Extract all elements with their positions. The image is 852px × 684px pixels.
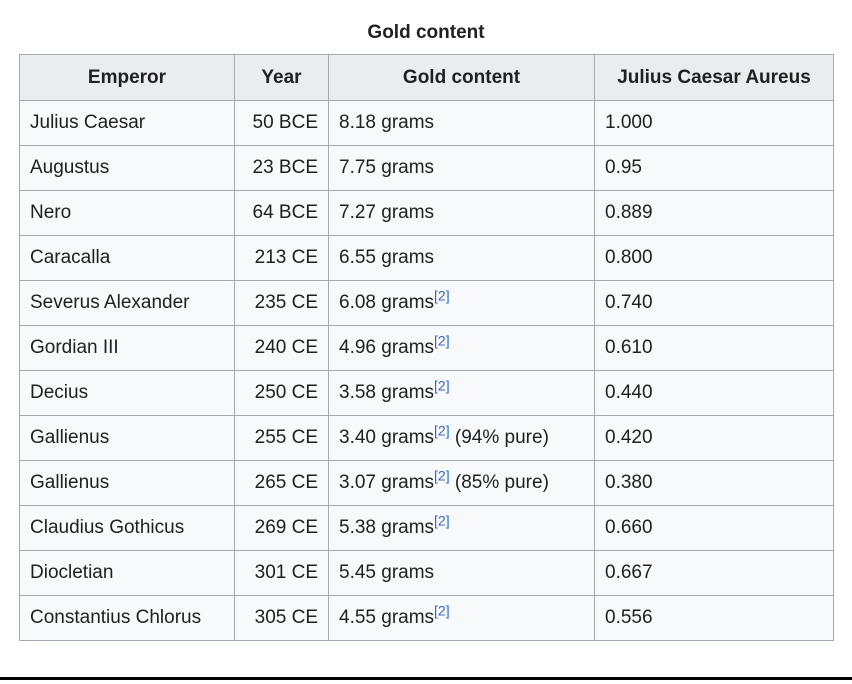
footnote-ref-link[interactable]: [2] <box>434 512 450 529</box>
aureus-cell: 0.610 <box>594 325 834 371</box>
year-cell: 235 CE <box>234 280 329 326</box>
emperor-cell: Gallienus <box>19 415 235 461</box>
gold-content-cell: 6.08 grams[2] <box>328 280 595 326</box>
year-cell: 50 BCE <box>234 100 329 146</box>
aureus-cell: 0.667 <box>594 550 834 596</box>
emperor-cell: Augustus <box>19 145 235 191</box>
emperor-cell: Caracalla <box>19 235 235 281</box>
table-row: Decius 250 CE 3.58 grams[2] 0.440 <box>19 370 834 416</box>
table-caption: Gold content <box>367 22 485 43</box>
year-cell: 305 CE <box>234 595 329 641</box>
footnote-ref-link[interactable]: [2] <box>434 332 450 349</box>
gold-content-cell: 5.38 grams[2] <box>328 505 595 551</box>
gold-content-cell: 8.18 grams <box>328 100 595 146</box>
aureus-cell: 1.000 <box>594 100 834 146</box>
gold-amount: 5.38 grams <box>339 517 435 538</box>
gold-content-cell: 3.58 grams[2] <box>328 370 595 416</box>
aureus-cell: 0.420 <box>594 415 834 461</box>
gold-content-cell: 7.27 grams <box>328 190 595 236</box>
footnote-ref-link[interactable]: [2] <box>434 467 450 484</box>
year-cell: 255 CE <box>234 415 329 461</box>
emperor-cell: Constantius Chlorus <box>19 595 235 641</box>
gold-content-table: Emperor Year Gold content Julius Caesar … <box>19 54 834 641</box>
aureus-cell: 0.660 <box>594 505 834 551</box>
aureus-cell: 0.440 <box>594 370 834 416</box>
emperor-cell: Nero <box>19 190 235 236</box>
gold-content-cell: 3.40 grams[2] (94% pure) <box>328 415 595 461</box>
emperor-cell: Claudius Gothicus <box>19 505 235 551</box>
gold-content-cell: 6.55 grams <box>328 235 595 281</box>
col-header-gold-content: Gold content <box>328 54 595 101</box>
year-cell: 265 CE <box>234 460 329 506</box>
bottom-divider <box>0 677 852 680</box>
table-row: Diocletian 301 CE 5.45 grams 0.667 <box>19 550 834 596</box>
aureus-cell: 0.556 <box>594 595 834 641</box>
gold-amount: 7.27 grams <box>339 202 435 223</box>
footnote-ref-link[interactable]: [2] <box>434 377 450 394</box>
gold-amount: 6.08 grams <box>339 292 435 313</box>
gold-amount: 4.55 grams <box>339 607 435 628</box>
year-cell: 213 CE <box>234 235 329 281</box>
aureus-cell: 0.889 <box>594 190 834 236</box>
gold-amount: 3.07 grams <box>339 472 435 493</box>
table-row: Severus Alexander 235 CE 6.08 grams[2] 0… <box>19 280 834 326</box>
table-row: Nero 64 BCE 7.27 grams 0.889 <box>19 190 834 236</box>
gold-amount: 6.55 grams <box>339 247 435 268</box>
table-row: Constantius Chlorus 305 CE 4.55 grams[2]… <box>19 595 834 641</box>
emperor-cell: Julius Caesar <box>19 100 235 146</box>
table-row: Gallienus 265 CE 3.07 grams[2] (85% pure… <box>19 460 834 506</box>
purity-note: (85% pure) <box>449 472 549 493</box>
gold-content-cell: 3.07 grams[2] (85% pure) <box>328 460 595 506</box>
emperor-cell: Decius <box>19 370 235 416</box>
col-header-emperor: Emperor <box>19 54 235 101</box>
page: Gold content Emperor Year Gold content J… <box>0 20 852 680</box>
gold-content-cell: 7.75 grams <box>328 145 595 191</box>
year-cell: 301 CE <box>234 550 329 596</box>
header-row: Emperor Year Gold content Julius Caesar … <box>19 54 834 101</box>
year-cell: 240 CE <box>234 325 329 371</box>
emperor-cell: Severus Alexander <box>19 280 235 326</box>
aureus-cell: 0.740 <box>594 280 834 326</box>
table-row: Claudius Gothicus 269 CE 5.38 grams[2] 0… <box>19 505 834 551</box>
gold-content-cell: 4.55 grams[2] <box>328 595 595 641</box>
emperor-cell: Diocletian <box>19 550 235 596</box>
footnote-ref-link[interactable]: [2] <box>434 422 450 439</box>
emperor-cell: Gallienus <box>19 460 235 506</box>
table-row: Gallienus 255 CE 3.40 grams[2] (94% pure… <box>19 415 834 461</box>
gold-amount: 5.45 grams <box>339 562 435 583</box>
table-row: Augustus 23 BCE 7.75 grams 0.95 <box>19 145 834 191</box>
year-cell: 23 BCE <box>234 145 329 191</box>
table-row: Julius Caesar 50 BCE 8.18 grams 1.000 <box>19 100 834 146</box>
aureus-cell: 0.800 <box>594 235 834 281</box>
gold-amount: 7.75 grams <box>339 157 435 178</box>
footnote-ref-link[interactable]: [2] <box>434 287 450 304</box>
gold-content-cell: 4.96 grams[2] <box>328 325 595 371</box>
gold-amount: 3.58 grams <box>339 382 435 403</box>
year-cell: 269 CE <box>234 505 329 551</box>
aureus-cell: 0.95 <box>594 145 834 191</box>
table-row: Caracalla 213 CE 6.55 grams 0.800 <box>19 235 834 281</box>
footnote-ref-link[interactable]: [2] <box>434 602 450 619</box>
col-header-year: Year <box>234 54 329 101</box>
gold-amount: 3.40 grams <box>339 427 435 448</box>
purity-note: (94% pure) <box>449 427 549 448</box>
emperor-cell: Gordian III <box>19 325 235 371</box>
gold-content-cell: 5.45 grams <box>328 550 595 596</box>
table-row: Gordian III 240 CE 4.96 grams[2] 0.610 <box>19 325 834 371</box>
gold-amount: 4.96 grams <box>339 337 435 358</box>
gold-amount: 8.18 grams <box>339 112 435 133</box>
year-cell: 64 BCE <box>234 190 329 236</box>
year-cell: 250 CE <box>234 370 329 416</box>
aureus-cell: 0.380 <box>594 460 834 506</box>
col-header-aureus: Julius Caesar Aureus <box>594 54 834 101</box>
